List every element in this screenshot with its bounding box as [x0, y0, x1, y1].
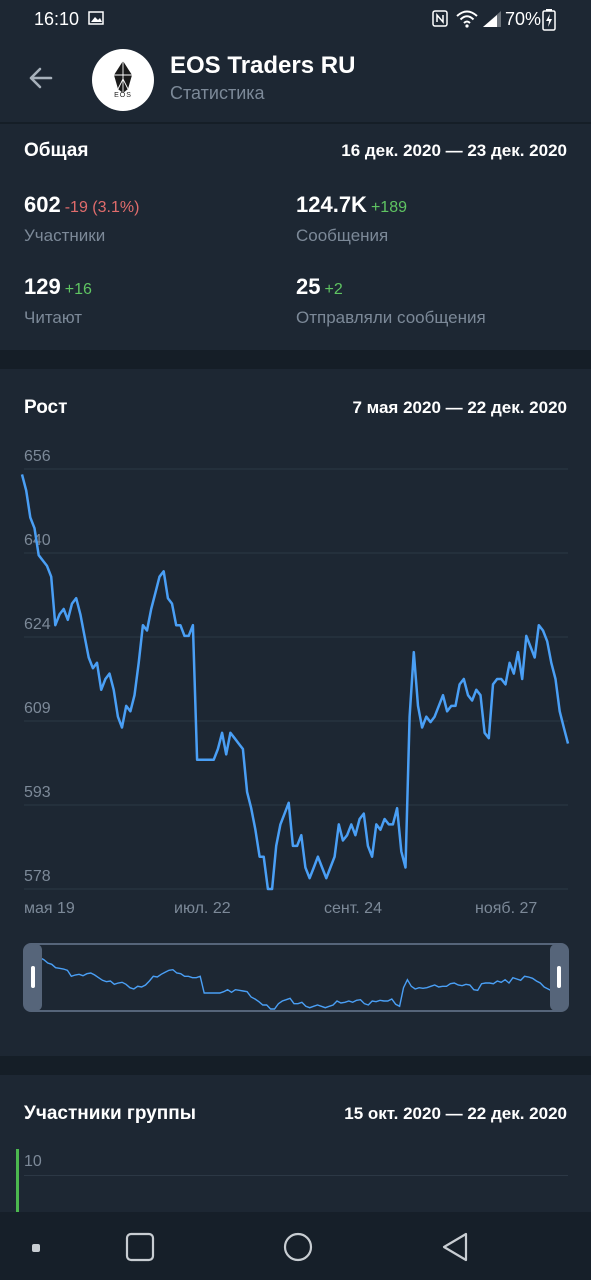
x-tick-label: сент. 24: [324, 900, 382, 917]
system-nav-bar: [0, 1212, 591, 1280]
status-bar: 16:10 70%: [0, 0, 591, 38]
stat-delta: +16: [64, 281, 92, 298]
home-button[interactable]: [282, 1231, 314, 1268]
stat-value: 25: [296, 274, 321, 299]
stat-label: Отправляли сообщения: [296, 308, 486, 327]
dot-icon: [32, 1244, 40, 1252]
stat-delta: +189: [370, 199, 407, 216]
y-tick-label: 609: [24, 700, 51, 717]
battery-percent: 70%: [505, 9, 542, 29]
range-navigator[interactable]: [23, 943, 569, 1012]
x-tick-label: нояб. 27: [475, 900, 538, 917]
members-title: Участники группы: [24, 1103, 196, 1124]
chat-title: EOS Traders RU: [170, 52, 356, 79]
recents-dot-button[interactable]: [31, 1240, 41, 1258]
arrow-left-icon: [29, 67, 53, 89]
members-series-line: [16, 1149, 19, 1215]
growth-card: Рост 7 мая 2020 — 22 дек. 2020 656 640 624…: [0, 369, 591, 1056]
members-card: Участники группы 15 окт. 2020 — 22 дек. …: [0, 1075, 591, 1215]
growth-title: Рост: [24, 397, 68, 418]
stat-value: 124.7K: [296, 192, 367, 217]
stat-posters: 25 +2 Отправляли сообщения: [296, 274, 486, 328]
overview-title: Общая: [24, 140, 89, 161]
y-tick-label: 656: [24, 448, 51, 465]
members-date-range: 15 окт. 2020 — 22 дек. 2020: [344, 1104, 567, 1123]
circle-icon: [283, 1232, 313, 1262]
stat-value: 602: [24, 192, 61, 217]
grid-line: [24, 1175, 568, 1176]
navigator-series-line: [39, 957, 553, 1010]
wifi-icon: [456, 10, 478, 33]
growth-series-line: [20, 474, 570, 891]
app-header: EOS EOS Traders RU Статистика: [0, 38, 591, 122]
gallery-icon: [88, 10, 104, 31]
handle-grip: [557, 966, 561, 988]
recent-apps-button[interactable]: [125, 1232, 155, 1267]
stat-label: Сообщения: [296, 226, 389, 245]
y-tick-label: 593: [24, 784, 51, 801]
stat-delta: -19 (3.1%): [64, 199, 140, 216]
y-tick-label: 578: [24, 868, 51, 885]
y-tick-label: 10: [24, 1153, 42, 1170]
x-tick-label: июл. 22: [174, 900, 231, 917]
eos-logo-icon: [114, 61, 132, 93]
stat-label: Участники: [24, 226, 106, 245]
avatar[interactable]: EOS: [92, 49, 154, 111]
back-nav-button[interactable]: [440, 1231, 470, 1268]
growth-date-range: 7 мая 2020 — 22 дек. 2020: [352, 398, 567, 417]
x-tick-label: мая 19: [24, 900, 75, 917]
square-icon: [125, 1232, 155, 1262]
signal-icon: [482, 10, 502, 33]
stat-messages: 124.7K +189 Сообщения: [296, 192, 407, 246]
overview-card: Общая 16 дек. 2020 — 23 дек. 2020 602 -19…: [0, 124, 591, 350]
page-subtitle: Статистика: [170, 83, 265, 103]
overview-date-range: 16 дек. 2020 — 23 дек. 2020: [341, 141, 567, 160]
y-tick-label: 624: [24, 616, 51, 633]
handle-grip: [31, 966, 35, 988]
back-button[interactable]: [22, 60, 58, 96]
stat-label: Читают: [24, 308, 83, 327]
avatar-logo-text: EOS: [114, 92, 132, 99]
stat-viewers: 129 +16 Читают: [24, 274, 92, 328]
triangle-back-icon: [442, 1232, 468, 1262]
status-time: 16:10: [34, 9, 80, 29]
stat-value: 129: [24, 274, 61, 299]
stat-delta: +2: [324, 281, 343, 298]
battery-icon: [542, 9, 556, 36]
stat-members: 602 -19 (3.1%) Участники: [24, 192, 139, 246]
nfc-icon: [432, 10, 448, 32]
